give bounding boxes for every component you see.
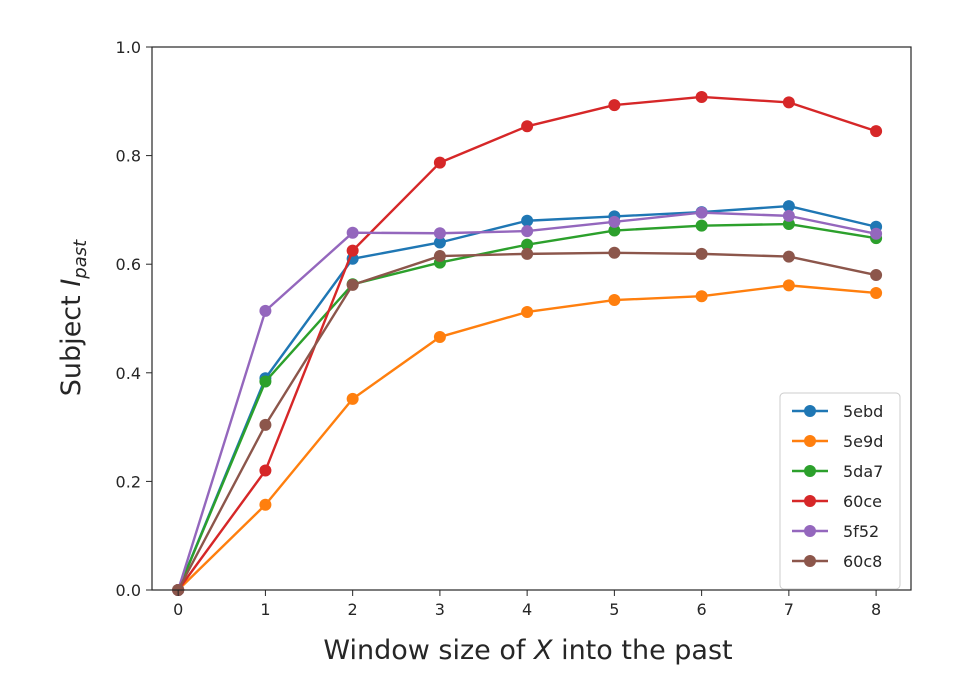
series-layer (172, 90, 883, 596)
data-point-60c8 (521, 247, 534, 260)
legend-entry-60ce: 60ce (792, 492, 882, 511)
legend-label: 5ebd (843, 402, 883, 421)
y-tick-label: 0.0 (116, 581, 141, 600)
data-point-60c8 (259, 418, 272, 431)
data-point-60c8 (346, 278, 359, 291)
plot-frame (151, 46, 912, 591)
data-point-60c8 (870, 269, 883, 282)
data-point-5e9d (782, 279, 795, 292)
data-point-5e9d (695, 290, 708, 303)
data-point-60c8 (608, 246, 621, 259)
data-point-5e9d (433, 330, 446, 343)
data-point-5da7 (608, 224, 621, 237)
data-point-60ce (608, 99, 621, 112)
y-axis-label-subscript: past (70, 239, 91, 280)
y-axis-label-italic: I (56, 279, 87, 287)
legend-marker (804, 555, 816, 567)
data-point-5e9d (521, 305, 534, 318)
data-point-5da7 (695, 219, 708, 232)
data-point-5e9d (259, 498, 272, 511)
x-axis-label-prefix: Window size of (323, 635, 534, 666)
data-point-60ce (346, 244, 359, 257)
data-point-5f52 (433, 227, 446, 240)
legend-label: 5f52 (843, 522, 879, 541)
data-point-5da7 (521, 238, 534, 251)
y-tick-label: 0.8 (116, 147, 141, 166)
x-axis-label-suffix: into the past (552, 635, 732, 666)
data-point-5f52 (870, 227, 883, 240)
data-point-5f52 (782, 209, 795, 222)
legend: 5ebd 5e9d 5da7 60ce 5f52 60c8 (779, 392, 901, 590)
data-point-5f52 (608, 215, 621, 228)
x-axis-label-italic: X (532, 635, 553, 666)
data-point-5f52 (695, 206, 708, 219)
legend-marker (804, 495, 816, 507)
data-point-5da7 (259, 375, 272, 388)
data-point-5ebd (433, 236, 446, 249)
legend-label: 60ce (843, 492, 882, 511)
legend-marker (804, 525, 816, 537)
x-axis-label: Window size of X into the past (323, 635, 732, 666)
x-tick-label: 2 (348, 600, 358, 619)
x-ticks: 0 1 2 3 4 5 6 7 8 (173, 590, 881, 619)
legend-label: 5e9d (843, 432, 883, 451)
y-tick-label: 0.2 (116, 472, 141, 491)
legend-label: 5da7 (843, 462, 883, 481)
data-point-5ebd (521, 214, 534, 227)
data-point-5f52 (521, 225, 534, 238)
data-point-5f52 (259, 304, 272, 317)
legend-entry-5ebd: 5ebd (792, 402, 883, 421)
legend-entries: 5ebd 5e9d 5da7 60ce 5f52 60c8 (792, 402, 883, 571)
legend-entry-5da7: 5da7 (792, 462, 883, 481)
x-tick-label: 0 (173, 600, 183, 619)
y-axis-label: Subject Ipast (56, 239, 91, 396)
y-tick-label: 0.4 (116, 364, 141, 383)
x-tick-label: 4 (522, 600, 532, 619)
legend-marker (804, 435, 816, 447)
legend-entry-5f52: 5f52 (792, 522, 879, 541)
data-point-60ce (259, 464, 272, 477)
data-point-5e9d (870, 286, 883, 299)
y-ticks: 0.0 0.2 0.4 0.6 0.8 1.0 (116, 38, 152, 600)
x-tick-label: 8 (871, 600, 881, 619)
x-tick-label: 6 (697, 600, 707, 619)
legend-entry-60c8: 60c8 (792, 552, 882, 571)
data-point-60ce (433, 156, 446, 169)
x-tick-label: 1 (260, 600, 270, 619)
data-point-60c8 (695, 247, 708, 260)
data-point-60c8 (782, 250, 795, 263)
x-tick-label: 5 (609, 600, 619, 619)
data-point-60ce (870, 125, 883, 138)
series-5e9d (172, 279, 883, 596)
data-point-5e9d (608, 294, 621, 307)
data-point-60ce (521, 120, 534, 133)
data-point-60ce (695, 90, 708, 103)
data-point-5f52 (346, 226, 359, 239)
legend-marker (804, 405, 816, 417)
x-tick-label: 3 (435, 600, 445, 619)
data-point-5e9d (346, 392, 359, 405)
x-tick-label: 7 (784, 600, 794, 619)
y-tick-label: 0.6 (116, 255, 141, 274)
data-point-60ce (782, 96, 795, 109)
y-tick-label: 1.0 (116, 38, 141, 57)
legend-marker (804, 465, 816, 477)
data-point-5ebd (782, 200, 795, 213)
data-point-60c8 (433, 250, 446, 263)
legend-entry-5e9d: 5e9d (792, 432, 883, 451)
series-60ce (172, 90, 883, 596)
legend-label: 60c8 (843, 552, 882, 571)
y-axis-label-prefix: Subject (56, 287, 87, 397)
